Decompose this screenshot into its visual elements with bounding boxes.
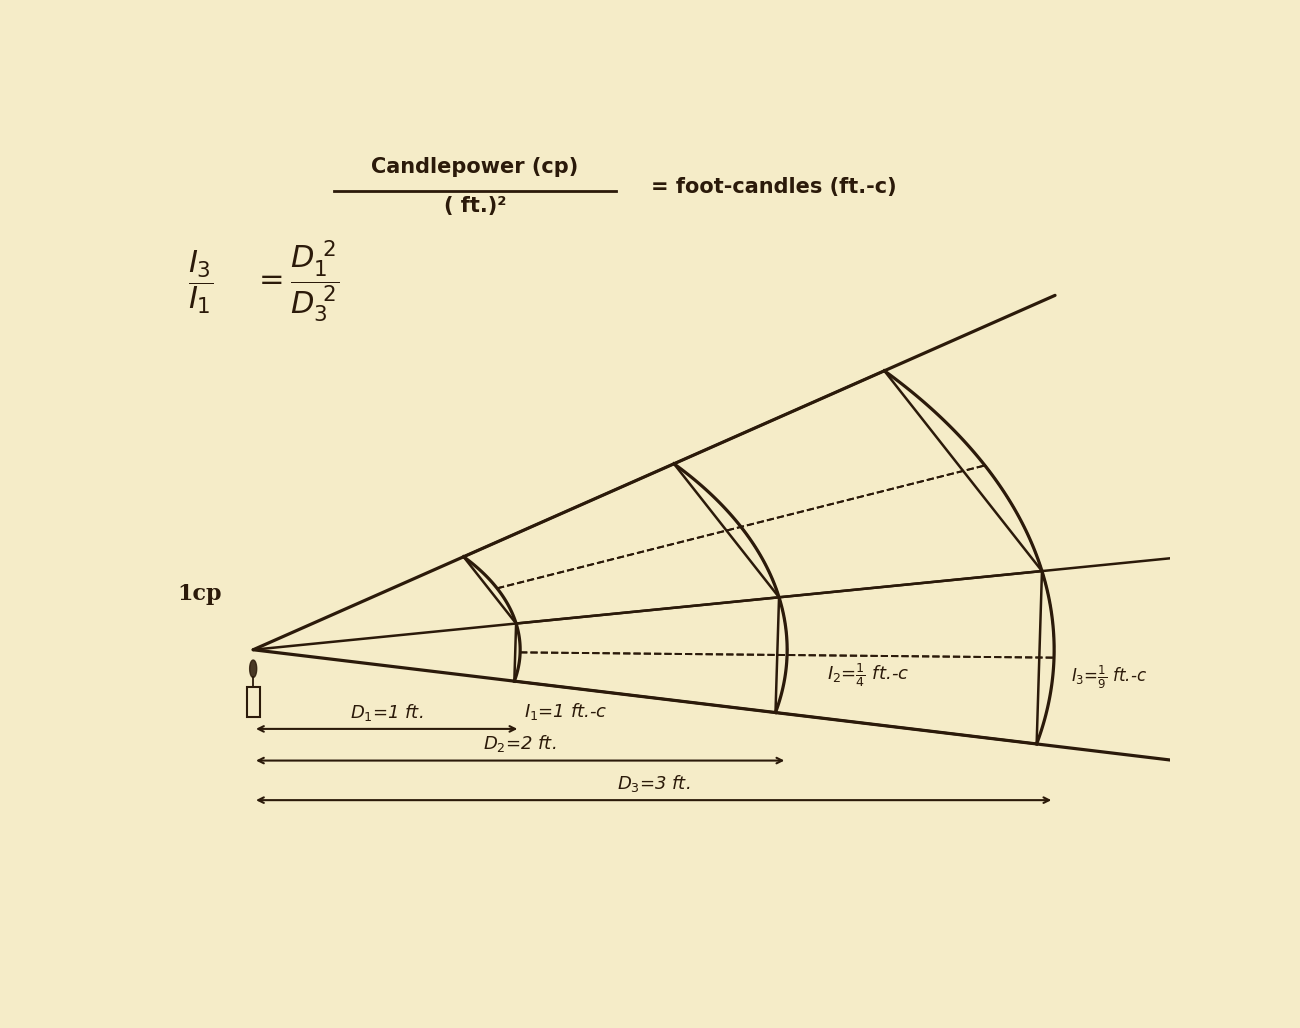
Text: $D_3$=3 ft.: $D_3$=3 ft.: [618, 773, 690, 794]
Text: $= \dfrac{D_1^{\ 2}}{D_3^{\ 2}}$: $= \dfrac{D_1^{\ 2}}{D_3^{\ 2}}$: [254, 238, 339, 325]
Text: $I_1$=1 ft.-c: $I_1$=1 ft.-c: [524, 701, 608, 722]
Text: ( ft.)²: ( ft.)²: [443, 196, 506, 217]
Text: $I_3$=$\frac{1}{9}$ ft.-c: $I_3$=$\frac{1}{9}$ ft.-c: [1071, 663, 1147, 691]
Text: Candlepower (cp): Candlepower (cp): [372, 157, 578, 177]
Text: $I_2$=$\frac{1}{4}$ ft.-c: $I_2$=$\frac{1}{4}$ ft.-c: [827, 661, 909, 689]
Text: $D_2$=2 ft.: $D_2$=2 ft.: [484, 733, 556, 755]
Bar: [247, 687, 260, 718]
Text: = foot-candles (ft.-c): = foot-candles (ft.-c): [651, 177, 897, 196]
Text: $\dfrac{I_3}{I_1}$: $\dfrac{I_3}{I_1}$: [187, 248, 213, 316]
Polygon shape: [250, 660, 256, 677]
Text: 1cp: 1cp: [178, 583, 222, 605]
Text: $D_1$=1 ft.: $D_1$=1 ft.: [350, 701, 424, 723]
